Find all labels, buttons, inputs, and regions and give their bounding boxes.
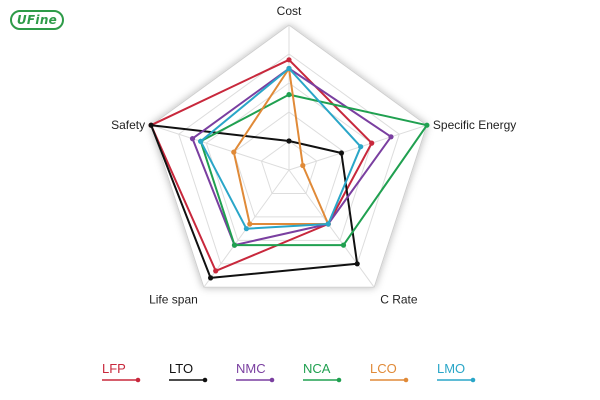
axis-label-safety: Safety — [111, 118, 145, 132]
series-point-lmo-0 — [286, 65, 292, 72]
legend-item-lfp: LFP — [102, 361, 141, 383]
series-point-lco-3 — [247, 221, 253, 227]
legend-label-nmc: NMC — [236, 361, 266, 376]
series-point-nca-3 — [231, 242, 238, 248]
series-point-lto-4 — [148, 122, 154, 128]
series-point-lfp-3 — [213, 268, 219, 274]
axis-label-c-rate: C Rate — [380, 292, 418, 306]
series-point-lco-1 — [300, 162, 306, 169]
series-point-nca-1 — [424, 122, 430, 128]
legend-item-lco: LCO — [370, 361, 409, 383]
grid-spoke-4 — [150, 124, 290, 171]
axis-label-cost: Cost — [277, 4, 302, 18]
legend-label-nca: NCA — [303, 361, 331, 376]
brand-logo-text: UFine — [16, 13, 58, 27]
series-line-lto — [150, 124, 359, 279]
grid-spoke-1 — [288, 124, 428, 171]
series-point-lco-4 — [231, 149, 237, 155]
grid-spoke-2 — [288, 169, 375, 288]
legend-item-nca: NCA — [303, 361, 342, 383]
axis-label-specific-energy: Specific Energy — [433, 118, 516, 132]
series-point-lto-2 — [354, 261, 360, 267]
legend-label-lfp: LFP — [102, 361, 126, 376]
series-point-lto-0 — [286, 138, 292, 144]
series-point-nca-2 — [340, 242, 347, 248]
legend-dot-lco — [403, 377, 409, 383]
axis-label-life-span: Life span — [149, 292, 198, 306]
series-point-nmc-4 — [189, 136, 196, 142]
series-line-lfp — [150, 58, 373, 272]
series-point-lto-3 — [208, 275, 214, 281]
legend-label-lto: LTO — [169, 361, 193, 376]
legend-dot-lto — [202, 377, 208, 383]
series-point-nmc-1 — [388, 134, 394, 140]
series-line-nca — [199, 93, 428, 247]
series-point-lto-1 — [338, 150, 344, 156]
legend-item-nmc: NMC — [236, 361, 275, 383]
series-point-lmo-2 — [325, 221, 331, 227]
legend-dot-lfp — [135, 377, 141, 383]
grid-level-2 — [233, 111, 345, 218]
legend-item-lmo: LMO — [437, 361, 476, 383]
series-point-nca-0 — [286, 92, 292, 98]
legend-label-lco: LCO — [370, 361, 397, 376]
grid-level-1 — [260, 140, 318, 194]
brand-logo: UFine — [10, 10, 64, 30]
grid-level-4 — [178, 53, 400, 265]
legend-dot-nca — [336, 377, 342, 383]
series-point-lmo-4 — [198, 138, 204, 144]
legend-item-lto: LTO — [169, 361, 208, 383]
series-point-lmo-1 — [358, 144, 364, 150]
series-line-nmc — [191, 67, 392, 247]
legend-dot-nmc — [269, 377, 275, 383]
legend-dot-lmo — [470, 377, 476, 383]
series-point-lmo-3 — [243, 226, 249, 232]
series-line-lco — [232, 67, 330, 225]
series-point-lfp-1 — [369, 140, 375, 146]
series-line-lmo — [199, 67, 362, 230]
series-point-lfp-0 — [286, 57, 292, 63]
legend-label-lmo: LMO — [437, 361, 465, 376]
